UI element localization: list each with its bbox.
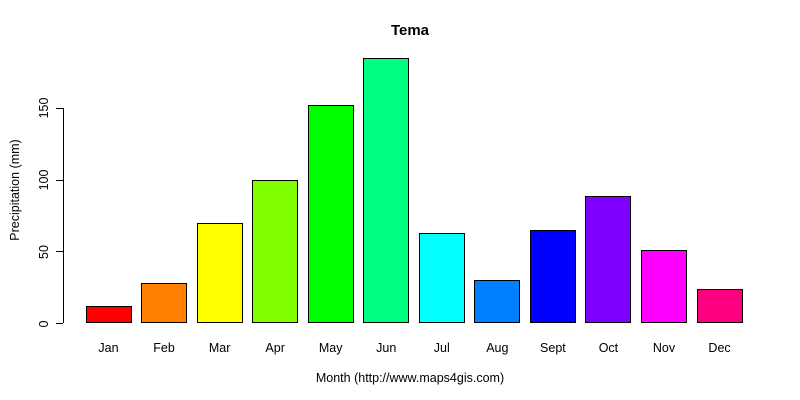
bar-dec <box>696 289 743 324</box>
x-tick-label-feb: Feb <box>153 341 175 355</box>
x-tick-label-jan: Jan <box>98 341 119 355</box>
y-tick-mark <box>56 107 63 109</box>
y-tick-mark <box>56 179 63 181</box>
x-tick-label-nov: Nov <box>652 341 676 355</box>
y-axis-line <box>63 108 64 324</box>
y-tick-mark <box>56 251 63 253</box>
bar-feb <box>141 283 188 324</box>
x-tick-label-dec: Dec <box>708 341 731 355</box>
bar-jun <box>363 58 410 324</box>
bar-jan <box>85 306 132 324</box>
bar-jul <box>418 233 465 324</box>
x-tick-label-aug: Aug <box>486 341 509 355</box>
y-tick-label: 150 <box>37 97 51 119</box>
y-tick-label: 50 <box>37 244 51 259</box>
y-tick-mark <box>56 323 63 324</box>
bar-aug <box>474 280 521 324</box>
y-tick-label: 0 <box>37 320 51 327</box>
y-axis-label: Precipitation (mm) <box>8 139 22 241</box>
y-tick-label: 100 <box>37 169 51 191</box>
x-tick-label-sept: Sept <box>540 341 566 355</box>
x-tick-label-jul: Jul <box>433 341 450 355</box>
x-tick-label-jun: Jun <box>376 341 397 355</box>
x-tick-label-oct: Oct <box>598 341 619 355</box>
bar-nov <box>641 250 687 324</box>
bar-oct <box>585 195 632 324</box>
bar-may <box>307 105 354 324</box>
chart-title: Tema <box>390 22 430 39</box>
x-tick-label-may: May <box>318 341 343 355</box>
bar-mar <box>196 223 243 324</box>
x-tick-label-apr: Apr <box>265 341 285 355</box>
bar-sept <box>529 230 576 324</box>
bar-apr <box>252 180 299 324</box>
x-axis-label: Month (http://www.maps4gis.com) <box>315 371 505 385</box>
x-tick-label-mar: Mar <box>208 341 231 355</box>
